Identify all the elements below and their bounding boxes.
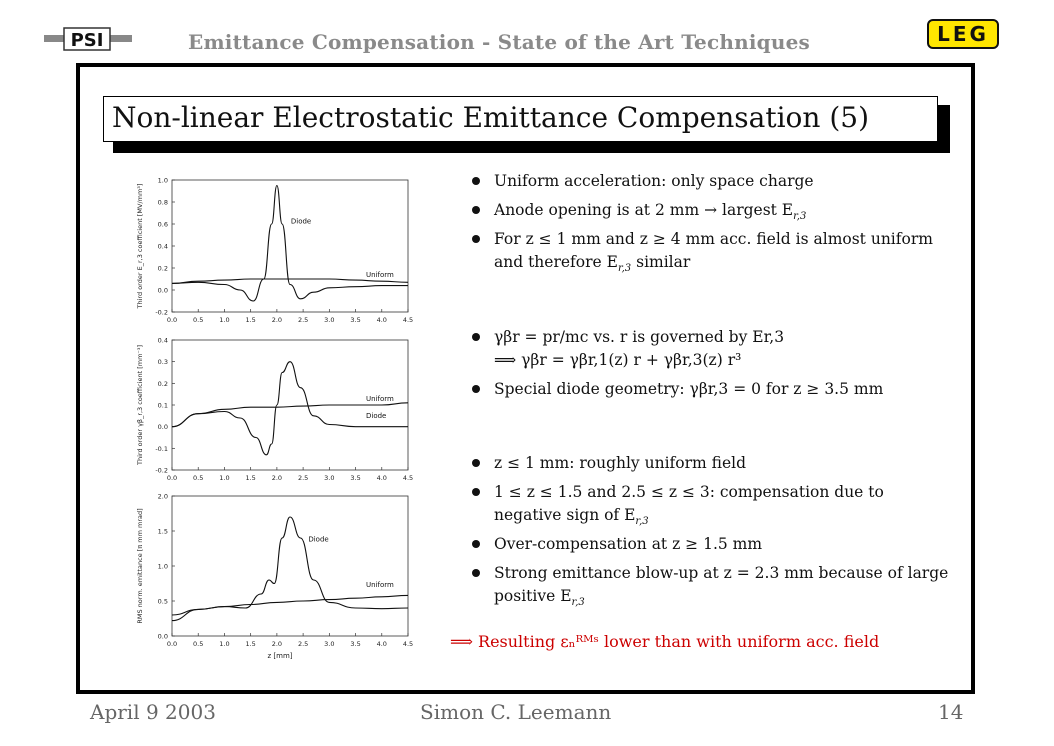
x-tick-label: 1.0: [219, 474, 229, 482]
psi-logo: PSI: [44, 27, 132, 51]
x-tick-label: 2.5: [298, 640, 308, 648]
y-tick-label: 1.0: [158, 563, 168, 571]
y-tick-label: 0.4: [158, 243, 168, 251]
header-title: Emittance Compensation - State of the Ar…: [188, 30, 810, 54]
x-tick-label: 4.5: [403, 316, 413, 324]
bullet-text: z ≤ 1 mm: roughly uniform field: [494, 454, 747, 472]
series-line-uniform: [171, 594, 409, 616]
x-tick-label: 2.5: [298, 316, 308, 324]
x-tick-label: 1.5: [245, 316, 255, 324]
series-line-diode: [171, 184, 409, 302]
x-tick-label: 4.0: [377, 474, 387, 482]
x-tick-label: 1.5: [245, 640, 255, 648]
x-tick-label: 4.0: [377, 640, 387, 648]
result-statement: ⟹ Resulting εₙᴿᴹˢ lower than with unifor…: [450, 632, 880, 651]
series-line-uniform: [171, 402, 409, 428]
bullet-text: Over-compensation at z ≥ 1.5 mm: [494, 535, 763, 553]
y-tick-label: 1.5: [158, 528, 168, 536]
y-tick-label: -0.2: [155, 467, 168, 475]
bullet-text: Uniform acceleration: only space charge: [494, 172, 814, 190]
series-label-uniform: Uniform: [366, 395, 394, 403]
x-tick-label: 2.0: [272, 474, 282, 482]
bullet-dot: [472, 569, 480, 577]
y-tick-label: 0.1: [158, 402, 168, 410]
y-axis-label: Third order E_r,3 coefficient [MV/mm³]: [136, 184, 144, 310]
series-label-diode: Diode: [291, 218, 311, 226]
bullet-dot: [472, 488, 480, 496]
bullet-text: Strong emittance blow-up at z = 2.3 mm b…: [494, 564, 949, 609]
y-tick-label: 0.0: [158, 287, 168, 295]
y-tick-label: 0.3: [158, 358, 168, 366]
bullet-dot: [472, 235, 480, 243]
x-tick-label: 0.5: [193, 640, 203, 648]
x-tick-label: 0.5: [193, 474, 203, 482]
x-tick-label: 1.0: [219, 640, 229, 648]
bullet-dot: [472, 459, 480, 467]
leg-logo: LEG: [927, 19, 999, 49]
x-axis-label: z [mm]: [268, 652, 293, 660]
y-axis-label: Third order γβ_r,3 coefficient [mm⁻³]: [136, 345, 144, 466]
x-tick-label: 2.5: [298, 474, 308, 482]
x-tick-label: 3.5: [350, 316, 360, 324]
x-tick-label: 0.0: [167, 474, 177, 482]
x-tick-label: 4.0: [377, 316, 387, 324]
x-tick-label: 1.0: [219, 316, 229, 324]
series-label-diode: Diode: [308, 536, 328, 544]
x-tick-label: 2.0: [272, 316, 282, 324]
plot-frame: [171, 179, 409, 313]
series-label-uniform: Uniform: [366, 271, 394, 279]
y-tick-label: 2.0: [158, 493, 168, 501]
y-tick-label: 1.0: [158, 177, 168, 185]
x-tick-label: 4.5: [403, 474, 413, 482]
x-tick-label: 3.5: [350, 640, 360, 648]
y-tick-label: 0.2: [158, 265, 168, 273]
x-tick-label: 1.5: [245, 474, 255, 482]
footer-page-number: 14: [938, 700, 964, 724]
x-tick-label: 4.5: [403, 640, 413, 648]
x-tick-label: 3.0: [324, 640, 334, 648]
y-axis-label: RMS norm. emittance [π mm mrad]: [136, 508, 144, 623]
y-tick-label: -0.2: [155, 309, 168, 317]
bullet-text: For z ≤ 1 mm and z ≥ 4 mm acc. field is …: [494, 230, 933, 275]
y-tick-label: 0.6: [158, 221, 168, 229]
slide-frame: [76, 63, 975, 694]
y-tick-label: 0.4: [158, 337, 168, 345]
bullet-dot: [472, 177, 480, 185]
y-tick-label: 0.8: [158, 199, 168, 207]
bullet-dot: [472, 385, 480, 393]
x-tick-label: 0.0: [167, 640, 177, 648]
bullet-text: 1 ≤ z ≤ 1.5 and 2.5 ≤ z ≤ 3: compensatio…: [494, 483, 884, 528]
y-tick-label: 0.0: [158, 423, 168, 431]
series-line-uniform: [171, 278, 409, 284]
x-tick-label: 2.0: [272, 640, 282, 648]
x-tick-label: 3.5: [350, 474, 360, 482]
footer-date: April 9 2003: [90, 700, 216, 724]
x-tick-label: 3.0: [324, 316, 334, 324]
psi-logo-text: PSI: [71, 30, 104, 51]
plots-panel: 0.0 0.5 1.0 1.5 2.0 2.5 3.0 3.5 4.0 4.5-0.20.00.2…: [136, 177, 413, 661]
series-line-diode: [171, 361, 408, 456]
y-tick-label: -0.1: [155, 445, 168, 453]
footer-author: Simon C. Leemann: [420, 700, 612, 724]
y-tick-label: 0.5: [158, 598, 168, 606]
y-tick-label: 0.0: [158, 633, 168, 641]
y-tick-label: 0.2: [158, 380, 168, 388]
x-tick-label: 3.0: [324, 474, 334, 482]
series-label-diode: Diode: [366, 412, 386, 420]
bullet-text: Anode opening is at 2 mm → largest Er,3: [494, 201, 807, 223]
bullet-dot: [472, 206, 480, 214]
slide-title: Non-linear Electrostatic Emittance Compe…: [103, 96, 938, 142]
series-line-diode: [171, 516, 409, 622]
bullet-dot: [472, 540, 480, 548]
bullet-dot: [472, 333, 480, 341]
bullet-text: Special diode geometry: γβr,3 = 0 for z …: [494, 380, 884, 398]
x-tick-label: 0.5: [193, 316, 203, 324]
series-label-uniform: Uniform: [366, 581, 394, 589]
bullet-text: γβr = pr/mc vs. r is governed by Er,3 ⟹ γ…: [494, 328, 785, 369]
x-tick-label: 0.0: [167, 316, 177, 324]
